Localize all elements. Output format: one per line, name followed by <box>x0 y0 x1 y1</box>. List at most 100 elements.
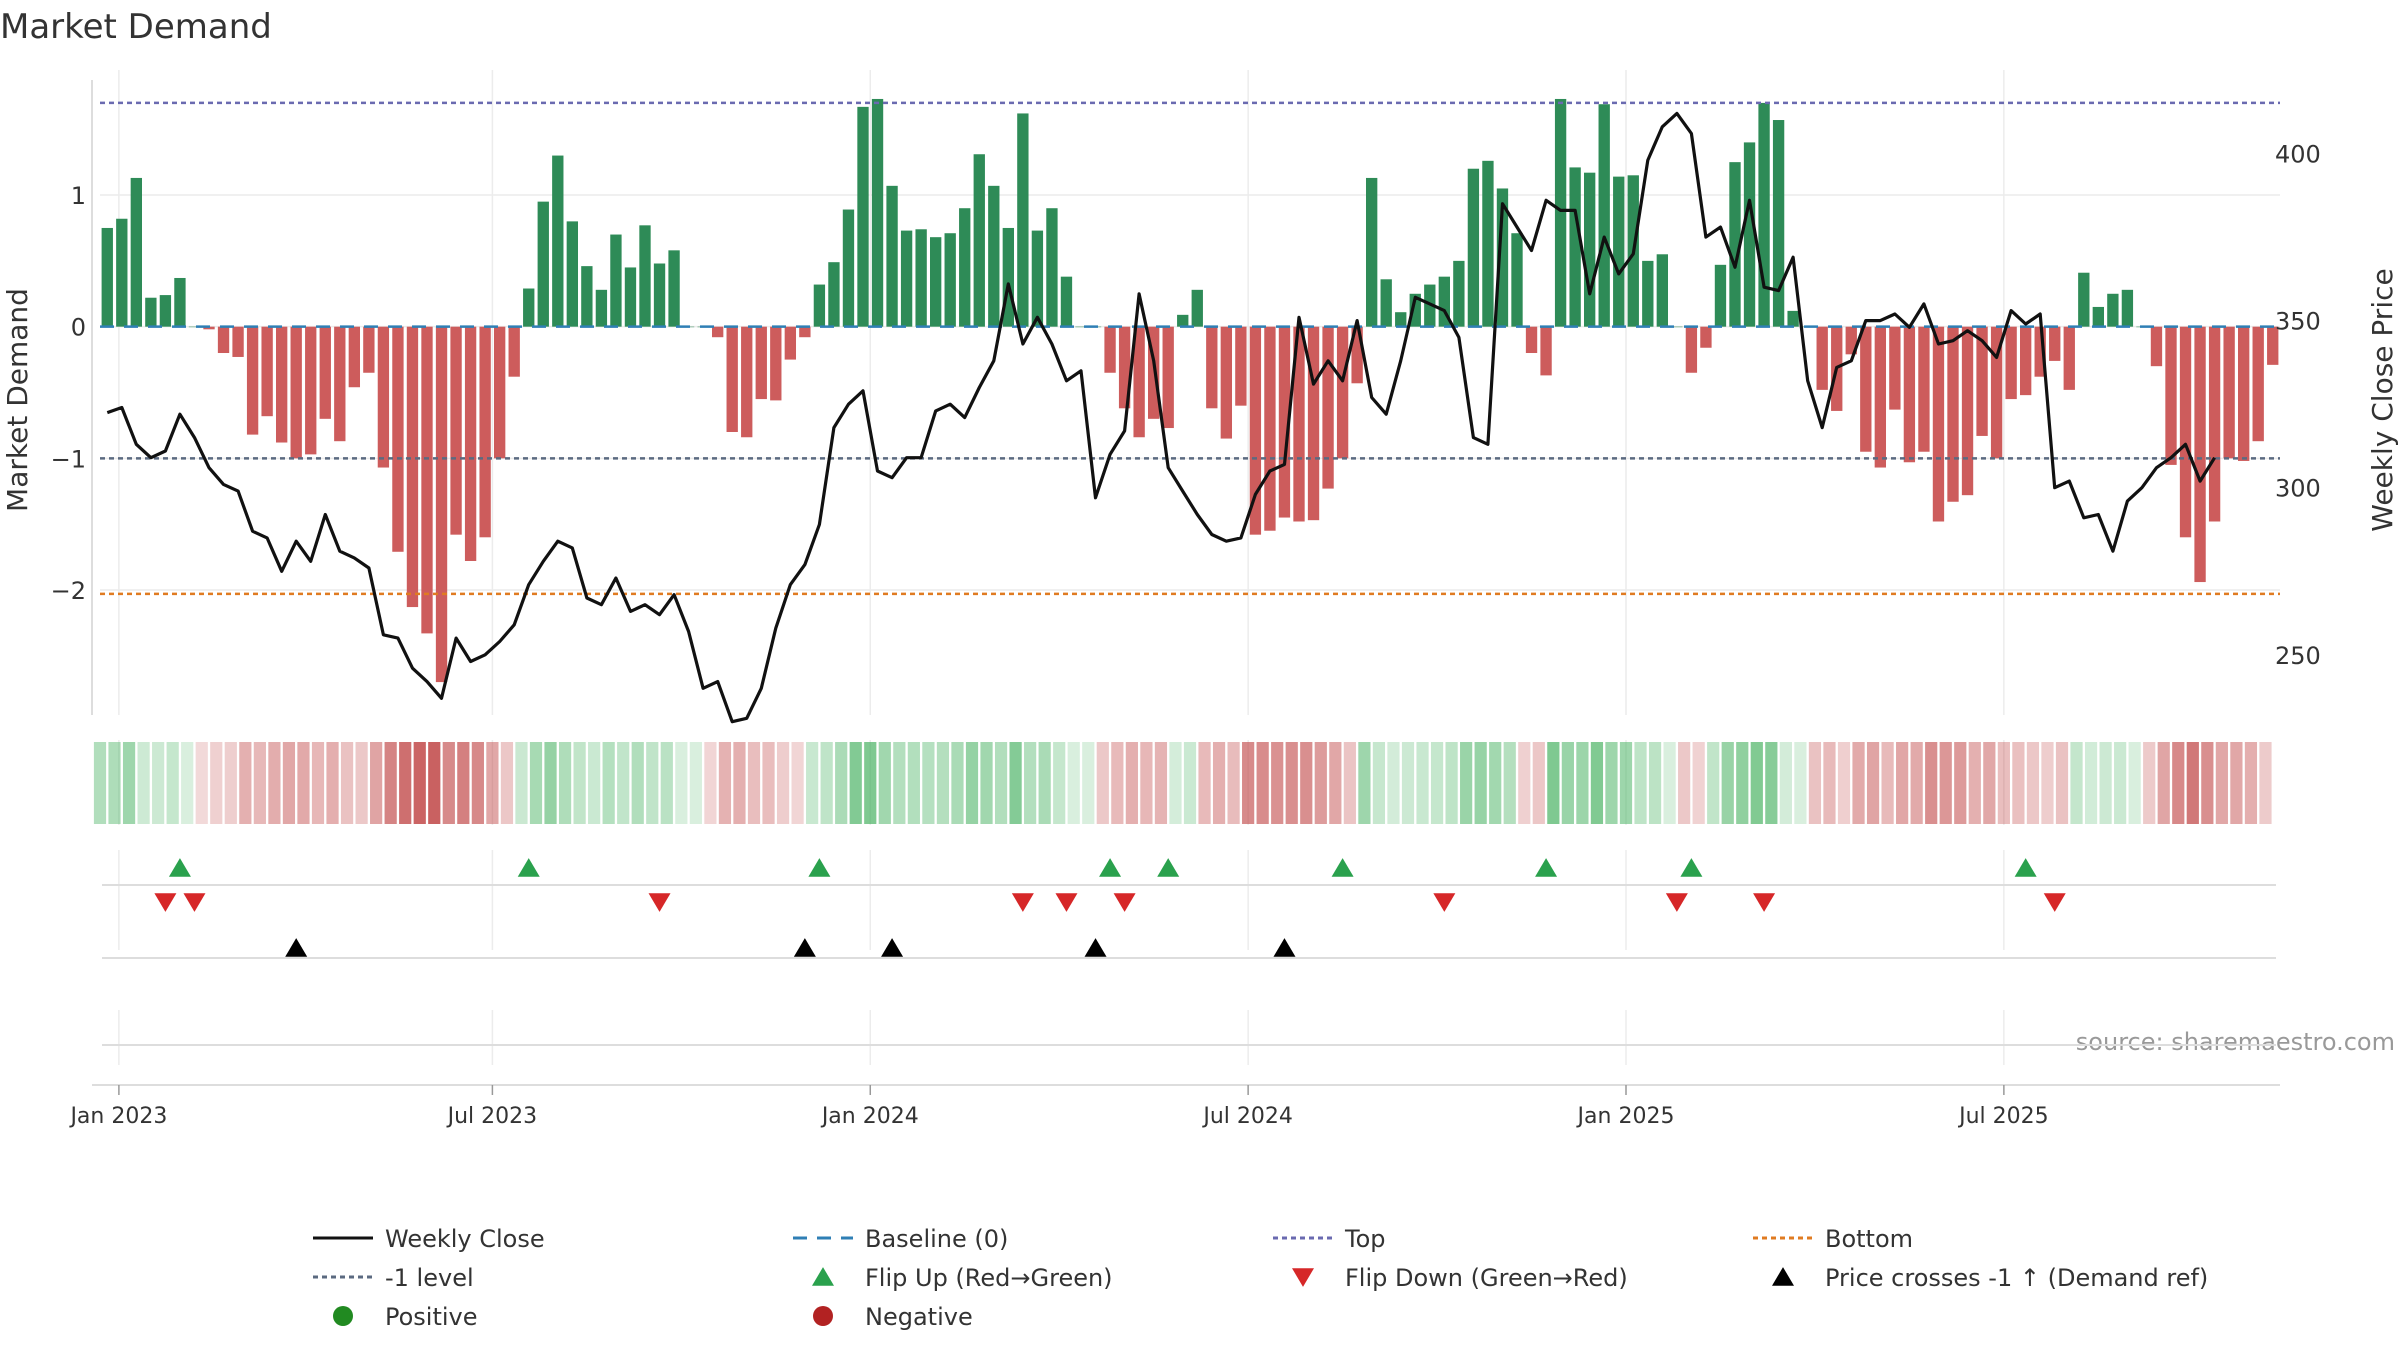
demand-bar <box>1918 326 1930 452</box>
heat-strip-cell <box>93 742 107 824</box>
demand-bar <box>1220 326 1233 439</box>
demand-bar <box>1206 326 1218 409</box>
demand-bar <box>2034 326 2046 377</box>
demand-bar <box>595 289 608 327</box>
heat-strip-cell <box>835 742 848 824</box>
heat-strip-cell <box>2114 742 2127 824</box>
heat-strip-cell <box>137 742 150 824</box>
demand-bar <box>610 234 622 327</box>
legend-swatch <box>1292 1268 1314 1287</box>
y-tick-label: 0 <box>71 314 86 342</box>
demand-bar <box>1700 326 1712 348</box>
flip-up-marker <box>1157 858 1180 877</box>
demand-bar <box>639 225 651 327</box>
demand-bar <box>784 326 797 360</box>
heat-strip-cell <box>224 742 237 824</box>
heat-strip-cell <box>1212 742 1226 824</box>
heat-strip-cell <box>1372 742 1386 824</box>
demand-bar <box>1380 279 1392 327</box>
heat-strip-cell <box>965 742 979 824</box>
heat-strip-cell <box>1300 742 1313 824</box>
heat-strip-cell <box>1925 742 1938 824</box>
demand-bar <box>2237 326 2250 461</box>
weekly-close-series <box>106 111 2216 724</box>
heat-strip-cell <box>2201 742 2214 824</box>
demand-bar <box>1874 326 1887 468</box>
flip-down-marker <box>1113 893 1136 912</box>
demand-bar <box>116 218 128 327</box>
demand-bar <box>464 326 477 561</box>
demand-bar <box>1002 227 1015 327</box>
heat-strip-cell <box>1707 742 1720 824</box>
demand-bar <box>624 267 637 327</box>
demand-bar <box>2092 306 2105 327</box>
heat-strip-cell <box>1678 742 1691 824</box>
demand-bar <box>2063 326 2075 390</box>
demand-bar <box>959 208 971 327</box>
legend-label: Price crosses -1 ↑ (Demand ref) <box>1825 1264 2208 1292</box>
demand-bar <box>1409 293 1421 327</box>
demand-bar <box>1322 326 1334 489</box>
demand-bar <box>203 326 215 330</box>
demand-bar <box>2150 326 2163 367</box>
x-tick-label: Jul 2023 <box>446 1104 538 1129</box>
heat-strip-cell <box>951 742 964 824</box>
legend-label: Bottom <box>1825 1225 1913 1253</box>
x-tick-label: Jan 2023 <box>68 1104 167 1129</box>
y-tick-label: −2 <box>51 577 86 605</box>
legend-swatch <box>812 1267 834 1286</box>
legend-label: Top <box>1344 1225 1386 1253</box>
demand-bar <box>363 326 375 373</box>
heat-strip-cell <box>500 742 514 824</box>
demand-bar <box>1235 326 1247 406</box>
heat-strip-cell <box>1910 742 1923 824</box>
heat-strip-cell <box>1503 742 1516 824</box>
heat-strip-cell <box>1009 742 1022 824</box>
demand-bar <box>2223 326 2235 459</box>
demand-bar <box>174 277 186 327</box>
demand-bar <box>1351 326 1363 384</box>
demand-bar <box>523 288 535 327</box>
heat-strip-cell <box>922 742 935 824</box>
demand-bar <box>711 326 724 338</box>
legend-swatch <box>333 1306 353 1326</box>
price-cross-marker <box>285 938 308 957</box>
flip-down-marker <box>1011 893 1034 912</box>
demand-bar <box>392 326 404 552</box>
y-tick-label: −1 <box>51 445 86 473</box>
event-markers <box>154 858 2066 957</box>
demand-bar <box>726 326 738 432</box>
demand-bar <box>2267 326 2279 365</box>
heat-strip-cell <box>1140 742 1153 824</box>
demand-bar <box>508 326 520 377</box>
demand-bar <box>1060 276 1073 327</box>
demand-bar <box>1511 233 1523 327</box>
demand-bars <box>101 98 2279 683</box>
y-tick-label: 1 <box>71 182 86 210</box>
heat-strip-cell <box>1096 742 1109 824</box>
flip-up-marker <box>2014 858 2037 877</box>
demand-bar <box>1133 326 1145 438</box>
heat-strip-cell <box>1460 742 1473 824</box>
demand-bar <box>188 326 201 328</box>
x-tick-label: Jul 2024 <box>1201 1104 1293 1129</box>
demand-bar <box>1046 208 1058 327</box>
heat-strip-cell <box>311 742 325 824</box>
demand-bar <box>421 326 433 634</box>
heat-strip-cell <box>2143 742 2156 824</box>
price-cross-marker <box>881 938 904 957</box>
heat-strip-cell <box>2026 742 2040 824</box>
heat-strip-cell <box>181 742 194 824</box>
demand-bar <box>1395 312 1407 327</box>
demand-bar <box>1743 142 1756 327</box>
demand-bar <box>1147 326 1160 419</box>
heat-strip-cell <box>907 742 920 824</box>
heat-strip-cell <box>1474 742 1487 824</box>
demand-bar <box>1264 326 1276 531</box>
heat-strip-cell <box>994 742 1008 824</box>
heat-strip-cell <box>849 742 862 824</box>
demand-bar <box>813 284 826 327</box>
demand-bar <box>1613 176 1625 327</box>
heat-strip-cell <box>122 742 136 824</box>
heat-strip-cell <box>1387 742 1400 824</box>
